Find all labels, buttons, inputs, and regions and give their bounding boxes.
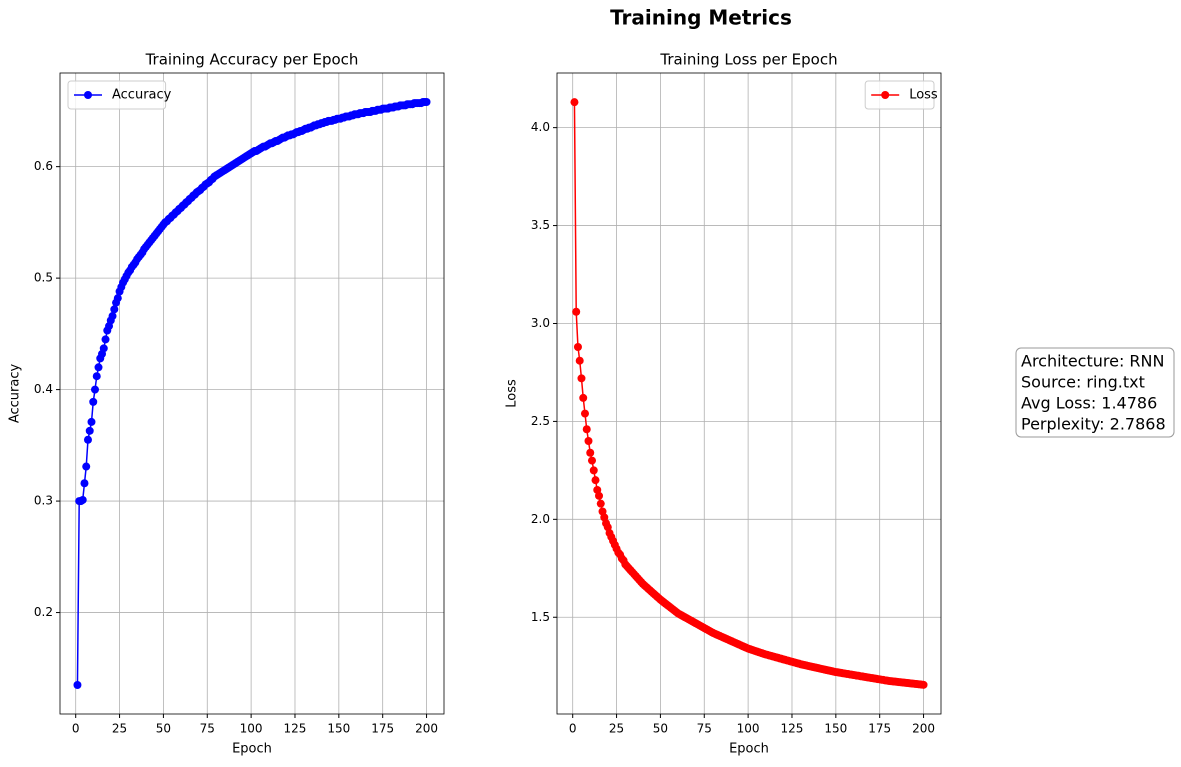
y-axis-label: Accuracy	[8, 364, 23, 424]
point	[85, 426, 94, 435]
y-tick-label: 0.4	[34, 382, 53, 396]
point	[586, 448, 595, 457]
x-tick-label: 150	[327, 722, 350, 736]
point	[78, 495, 87, 504]
point	[90, 385, 99, 394]
legend-label: Accuracy	[112, 88, 172, 103]
x-tick-label: 25	[609, 722, 624, 736]
point	[591, 476, 600, 485]
point	[110, 305, 119, 314]
point	[99, 344, 108, 353]
plot-area	[73, 97, 431, 690]
point	[575, 356, 584, 365]
legend-marker	[881, 91, 890, 99]
point	[584, 436, 593, 445]
suptitle: Training Metrics	[610, 6, 792, 30]
point	[587, 456, 596, 465]
x-tick-label: 75	[200, 722, 215, 736]
x-tick-label: 175	[371, 722, 394, 736]
x-tick-label: 50	[156, 722, 171, 736]
point	[582, 425, 591, 434]
annotation-line: Source: ring.txt	[1021, 373, 1145, 392]
point	[113, 294, 122, 303]
point	[83, 435, 92, 444]
point	[573, 342, 582, 351]
annotation-line: Perplexity: 2.7868	[1021, 415, 1166, 434]
point	[422, 97, 431, 106]
axes-frame	[556, 72, 942, 715]
x-tick-label: 100	[240, 722, 263, 736]
point	[73, 681, 82, 690]
legend-box	[67, 80, 167, 110]
point	[570, 98, 579, 107]
point	[596, 499, 605, 508]
annotation-line: Architecture: RNN	[1021, 352, 1164, 371]
y-tick-label: 0.2	[34, 605, 53, 619]
point	[589, 466, 598, 475]
legend-marker	[84, 91, 92, 99]
annotation-line: Avg Loss: 1.4786	[1021, 394, 1157, 413]
point	[572, 307, 581, 316]
plot-area	[570, 98, 928, 689]
x-tick-label: 0	[569, 722, 577, 736]
x-axis-label: Epoch	[232, 742, 272, 757]
x-tick-label: 125	[781, 722, 804, 736]
point	[595, 491, 604, 500]
annotation-box	[1015, 347, 1175, 438]
point	[579, 393, 588, 402]
point	[94, 363, 103, 372]
axes-title: Training Accuracy per Epoch	[145, 51, 359, 69]
x-tick-label: 200	[912, 722, 935, 736]
point	[87, 417, 96, 426]
point	[92, 372, 101, 381]
axes-frame	[59, 72, 445, 715]
point	[919, 680, 928, 689]
point	[101, 335, 110, 344]
legend-box	[864, 80, 935, 110]
legend-label: Loss	[909, 88, 938, 103]
x-tick-label: 200	[415, 722, 438, 736]
y-tick-label: 3.0	[531, 316, 550, 330]
x-tick-label: 75	[697, 722, 712, 736]
y-tick-label: 4.0	[531, 120, 550, 134]
axes-title: Training Loss per Epoch	[659, 51, 837, 69]
x-tick-label: 100	[737, 722, 760, 736]
y-tick-label: 0.5	[34, 271, 53, 285]
x-tick-label: 125	[284, 722, 307, 736]
x-tick-label: 175	[868, 722, 891, 736]
x-tick-label: 25	[112, 722, 127, 736]
point	[108, 312, 117, 321]
y-tick-label: 0.6	[34, 159, 53, 173]
y-tick-label: 1.5	[531, 610, 550, 624]
x-axis-label: Epoch	[729, 742, 769, 757]
point	[80, 479, 89, 488]
y-tick-label: 2.5	[531, 414, 550, 428]
point	[89, 397, 98, 406]
y-tick-label: 3.5	[531, 218, 550, 232]
x-tick-label: 50	[653, 722, 668, 736]
y-tick-label: 2.0	[531, 512, 550, 526]
point	[82, 462, 91, 471]
point	[580, 409, 589, 418]
y-tick-label: 0.3	[34, 494, 53, 508]
y-axis-label: Loss	[505, 379, 520, 408]
x-tick-label: 0	[72, 722, 80, 736]
x-tick-label: 150	[824, 722, 847, 736]
point	[577, 374, 586, 383]
